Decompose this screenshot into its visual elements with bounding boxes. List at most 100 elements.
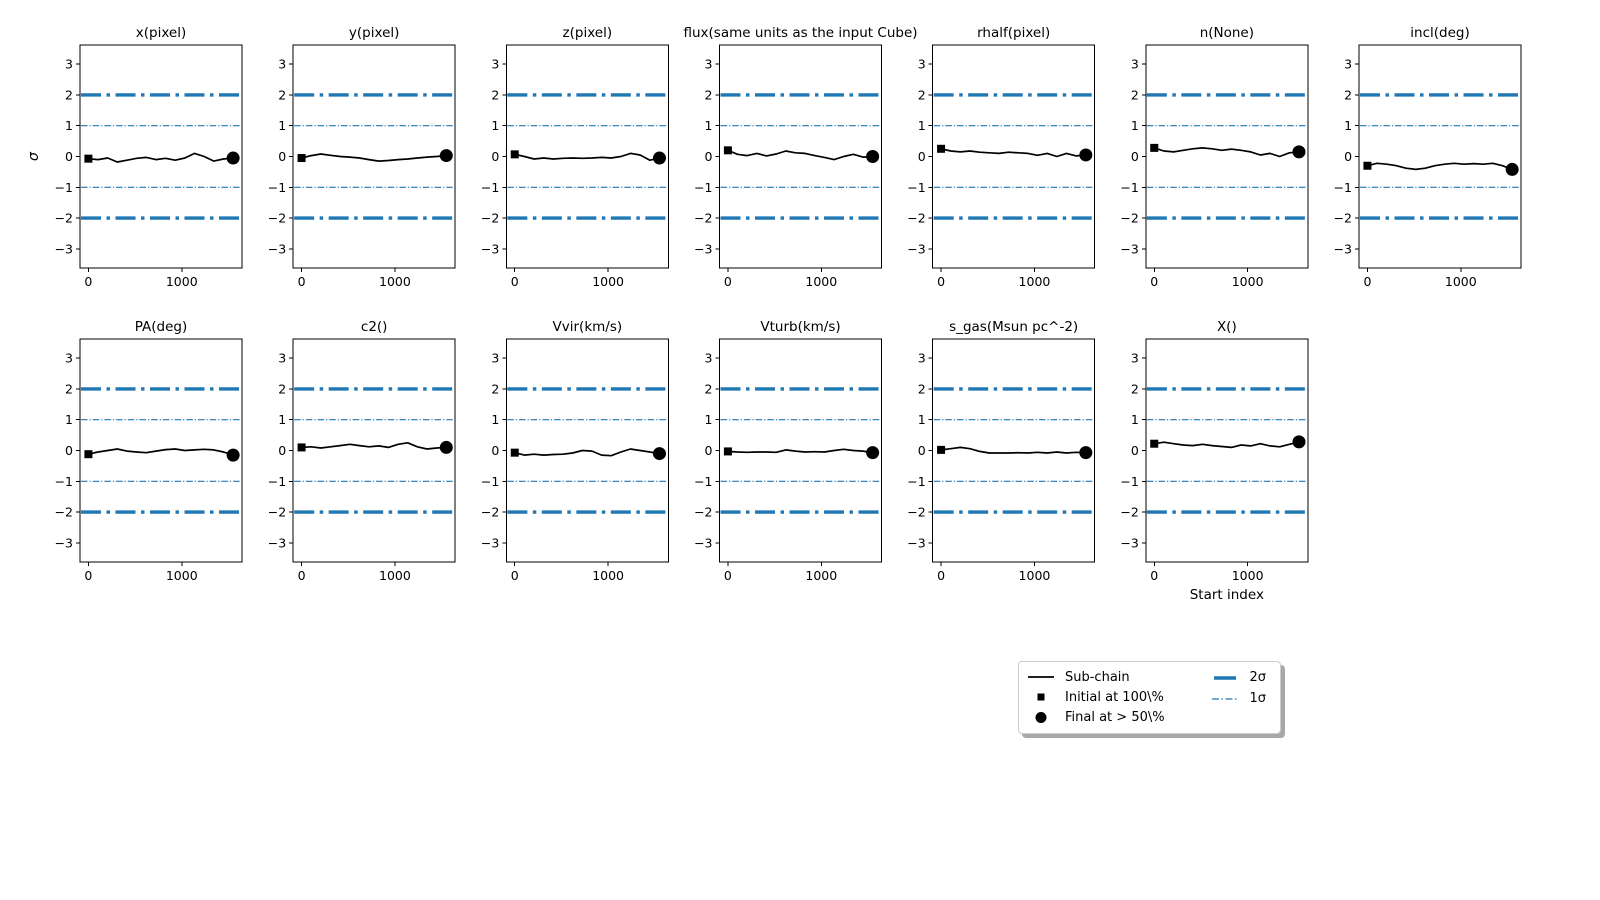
- x-tick-label: 0: [511, 568, 519, 583]
- axes-frame: [1145, 338, 1309, 563]
- y-tick-label: 1: [918, 118, 926, 133]
- y-tick-label: 3: [1344, 57, 1352, 72]
- y-tick-label: −2: [1120, 211, 1138, 226]
- y-tick-label: −2: [481, 211, 499, 226]
- subplot-title: incl(deg): [1410, 25, 1469, 41]
- y-tick-label: 0: [65, 443, 73, 458]
- x-tick-label: 0: [937, 274, 945, 289]
- y-tick-label: 2: [491, 87, 499, 102]
- final-marker: [1079, 446, 1093, 460]
- x-tick-label: 1000: [592, 568, 624, 583]
- initial-marker: [937, 144, 946, 153]
- y-tick-label: 2: [705, 381, 713, 396]
- y-tick-label: −3: [1334, 241, 1352, 256]
- subchain-trace: [87, 152, 234, 163]
- y-tick-label: 2: [65, 381, 73, 396]
- initial-marker: [1363, 161, 1372, 170]
- axes-frame: [932, 44, 1096, 269]
- y-tick-label: −3: [481, 535, 499, 550]
- y-tick-label: −3: [481, 241, 499, 256]
- y-tick-label: 2: [1344, 87, 1352, 102]
- subchain-trace: [727, 149, 874, 161]
- y-tick-label: 2: [1131, 87, 1139, 102]
- subplot-c2: 3 2 1 0 −1 −2 −3 0 1000 c2(): [268, 319, 456, 583]
- x-tick-label: 1000: [1019, 568, 1051, 583]
- y-tick-label: 1: [278, 412, 286, 427]
- x-tick-label: 0: [1150, 274, 1158, 289]
- legend-label: 2σ: [1249, 670, 1266, 685]
- axes-frame: [932, 338, 1096, 563]
- subplot-y-pixel: 3 2 1 0 −1 −2 −3 0 1000 y(pixel): [268, 25, 456, 289]
- legend-label: Sub-chain: [1065, 669, 1130, 685]
- two-sigma-line-icon: [1211, 675, 1239, 681]
- subchain-trace: [513, 152, 661, 162]
- y-tick-label: 3: [705, 351, 713, 366]
- subchain-trace: [300, 441, 448, 450]
- y-tick-label: −1: [481, 180, 499, 195]
- subplot-vturb-km-s: 3 2 1 0 −1 −2 −3 0 1000 Vturb(km/s): [694, 319, 883, 583]
- y-tick-label: 0: [278, 149, 286, 164]
- y-axis-label: σ: [26, 151, 42, 161]
- initial-marker: [723, 447, 732, 456]
- y-tick-label: −1: [1120, 474, 1138, 489]
- final-marker: [226, 151, 240, 165]
- y-tick-label: 2: [278, 87, 286, 102]
- subplot-flux-same-units-as-the-input-cube: 3 2 1 0 −1 −2 −3 0 1000 flux(same units as the in…: [683, 25, 917, 289]
- final-circle-icon: [1027, 711, 1055, 724]
- y-tick-label: −3: [268, 535, 286, 550]
- final-marker: [652, 447, 666, 461]
- subplot-title: n(None): [1200, 25, 1254, 41]
- subchain-trace: [1366, 162, 1513, 171]
- subchain-trace: [727, 448, 874, 454]
- subplot-title: s_gas(Msun pc^-2): [949, 319, 1078, 335]
- x-tick-label: 0: [84, 568, 92, 583]
- y-tick-label: 2: [918, 87, 926, 102]
- y-tick-label: 0: [705, 149, 713, 164]
- x-tick-label: 1000: [1445, 274, 1477, 289]
- legend-entry-initial: Initial at 100\%: [1027, 687, 1165, 707]
- y-tick-label: 1: [705, 118, 713, 133]
- legend-entry-subchain: Sub-chain: [1027, 667, 1165, 687]
- y-tick-label: 3: [705, 57, 713, 72]
- subchain-trace: [1153, 147, 1300, 158]
- initial-marker: [723, 146, 732, 155]
- initial-marker: [937, 445, 946, 454]
- x-tick-label: 1000: [379, 274, 411, 289]
- x-tick-label: 0: [511, 274, 519, 289]
- final-marker: [866, 446, 880, 460]
- y-tick-label: 3: [918, 351, 926, 366]
- x-tick-label: 0: [1363, 274, 1371, 289]
- x-tick-label: 1000: [166, 568, 198, 583]
- subchain-trace: [513, 448, 661, 457]
- y-tick-label: −2: [694, 505, 712, 520]
- y-tick-label: 3: [65, 57, 73, 72]
- axes-frame: [79, 44, 243, 269]
- y-tick-label: −2: [55, 505, 73, 520]
- y-tick-label: 0: [1344, 149, 1352, 164]
- subplot-title: y(pixel): [349, 25, 399, 41]
- y-tick-label: 0: [278, 443, 286, 458]
- y-tick-label: 1: [1344, 118, 1352, 133]
- subplot-title: Vturb(km/s): [760, 319, 840, 335]
- axes-frame: [1145, 44, 1309, 269]
- x-tick-label: 0: [724, 568, 732, 583]
- y-tick-label: −3: [55, 535, 73, 550]
- subchain-trace: [87, 448, 234, 456]
- y-tick-label: 3: [1131, 351, 1139, 366]
- y-tick-label: 3: [278, 57, 286, 72]
- x-tick-label: 1000: [379, 568, 411, 583]
- subchain-trace: [1153, 441, 1300, 449]
- final-marker: [1292, 145, 1306, 159]
- y-tick-label: −2: [694, 211, 712, 226]
- y-tick-label: −2: [481, 505, 499, 520]
- y-tick-label: 1: [65, 412, 73, 427]
- y-tick-label: −3: [1120, 241, 1138, 256]
- x-tick-label: 1000: [1019, 274, 1051, 289]
- y-tick-label: −2: [268, 505, 286, 520]
- x-tick-label: 0: [298, 274, 306, 289]
- y-tick-label: −1: [907, 474, 925, 489]
- final-marker: [1505, 162, 1519, 176]
- legend-entry-1sigma: 1σ: [1211, 688, 1266, 709]
- subplot-incl-deg: 3 2 1 0 −1 −2 −3 0 1000 incl(deg): [1334, 25, 1522, 289]
